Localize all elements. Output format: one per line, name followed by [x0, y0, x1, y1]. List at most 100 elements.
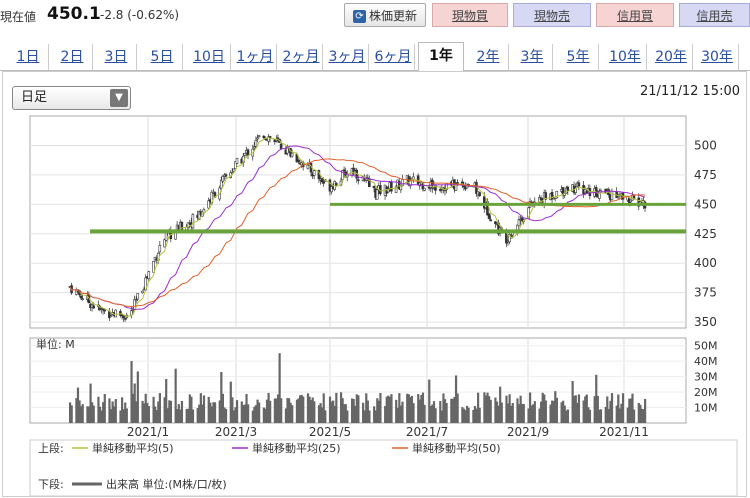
candle-body [92, 305, 95, 309]
tab-12[interactable]: 3年 [512, 44, 553, 70]
volume-bar [256, 399, 259, 423]
volume-bar [453, 396, 456, 423]
volume-bar [276, 394, 280, 423]
tab-7[interactable]: 2ヶ月 [280, 44, 323, 70]
volume-bar [500, 402, 503, 423]
price-tick-label: 450 [694, 197, 717, 211]
tab-6[interactable]: 1ヶ月 [234, 44, 277, 70]
update-price-button[interactable]: ⟳ 株価更新 [344, 3, 426, 27]
volume-bar [598, 409, 601, 423]
volume-bar [253, 406, 256, 423]
volume-bar [119, 410, 122, 423]
volume-bar [599, 409, 603, 423]
volume-bar [565, 410, 568, 423]
volume-bars [69, 353, 647, 423]
candle-body [368, 178, 371, 188]
volume-bar [120, 397, 124, 423]
candle-body [235, 157, 239, 164]
volume-bar [543, 394, 546, 423]
volume-bar [111, 401, 114, 423]
tab-9[interactable]: 6ヶ月 [372, 44, 415, 70]
volume-bar [339, 392, 343, 423]
volume-bar [146, 402, 149, 423]
tab-14[interactable]: 10年 [604, 44, 647, 70]
volume-bar [508, 394, 511, 423]
volume-bar [538, 408, 541, 423]
volume-bar [549, 404, 552, 423]
volume-bar [234, 407, 237, 423]
volume-bar [354, 405, 357, 423]
interval-select[interactable]: 日足 ▼ [12, 86, 131, 110]
volume-bar [617, 394, 620, 423]
volume-bar [637, 402, 640, 423]
volume-bar [423, 404, 426, 423]
volume-bar [562, 400, 565, 423]
volume-bar [467, 407, 470, 423]
margin-sell-button[interactable]: 信用売 [679, 3, 750, 27]
tab-13[interactable]: 5年 [558, 44, 599, 70]
cash-buy-button[interactable]: 現物買 [432, 3, 508, 27]
candle-body [122, 315, 125, 319]
volume-bar [385, 396, 388, 423]
tab-4[interactable]: 5日 [142, 44, 183, 70]
candle-body [372, 185, 376, 189]
volume-bar [418, 399, 421, 423]
volume-bar [445, 403, 448, 423]
volume-bar [317, 405, 321, 423]
volume-bar [218, 400, 221, 423]
candle-body [356, 179, 360, 181]
volume-bar [443, 399, 447, 423]
x-tick-label: 2021/9 [507, 425, 549, 439]
candle-body [632, 195, 636, 199]
tab-2[interactable]: 2日 [52, 44, 93, 70]
tab-11[interactable]: 2年 [468, 44, 509, 70]
volume-bar [379, 392, 382, 423]
candle-body [330, 186, 333, 193]
volume-bar [519, 395, 522, 423]
volume-bar [221, 393, 225, 423]
cash-sell-button[interactable]: 現物売 [513, 3, 591, 27]
tab-8[interactable]: 3ヶ月 [326, 44, 369, 70]
volume-bar [109, 409, 113, 423]
volume-tick-label: 20M [694, 386, 718, 399]
volume-bar [506, 403, 510, 423]
volume-bar [201, 404, 204, 423]
volume-bar [362, 402, 365, 423]
volume-bar [176, 409, 179, 423]
candle-body [341, 170, 344, 180]
candle-body [253, 146, 256, 149]
tab-15[interactable]: 20年 [650, 44, 693, 70]
legend-volume: 出来高 単位:(M株/口/枚) [106, 477, 227, 491]
tab-16[interactable]: 30年 [696, 44, 739, 70]
volume-bar [92, 405, 95, 423]
volume-bar [642, 408, 645, 423]
volume-bar [324, 410, 327, 423]
volume-bar [133, 383, 136, 423]
volume-bar [510, 405, 513, 423]
tab-3[interactable]: 3日 [96, 44, 137, 70]
volume-bar [330, 401, 333, 423]
volume-bar [308, 396, 311, 423]
volume-bar [108, 398, 111, 423]
candle-body [297, 159, 300, 163]
volume-bar [417, 394, 420, 423]
volume-bar [631, 393, 634, 423]
volume-bar [125, 408, 128, 423]
candle-body [629, 199, 633, 203]
volume-bar [302, 396, 305, 423]
volume-bar [168, 400, 171, 423]
tab-10[interactable]: 1年 [418, 42, 464, 72]
candle-body [456, 182, 459, 184]
volume-bar [86, 406, 89, 423]
volume-bar [319, 403, 322, 423]
volume-bar [267, 392, 270, 423]
price-tick-label: 475 [694, 168, 717, 182]
candle-body [375, 189, 379, 200]
tab-5[interactable]: 10日 [188, 44, 231, 70]
tab-1[interactable]: 1日 [8, 44, 49, 70]
candle-body [221, 176, 225, 182]
candle-body [123, 318, 127, 320]
volume-bar [484, 395, 488, 423]
volume-bar [177, 404, 180, 423]
margin-buy-button[interactable]: 信用買 [596, 3, 674, 27]
